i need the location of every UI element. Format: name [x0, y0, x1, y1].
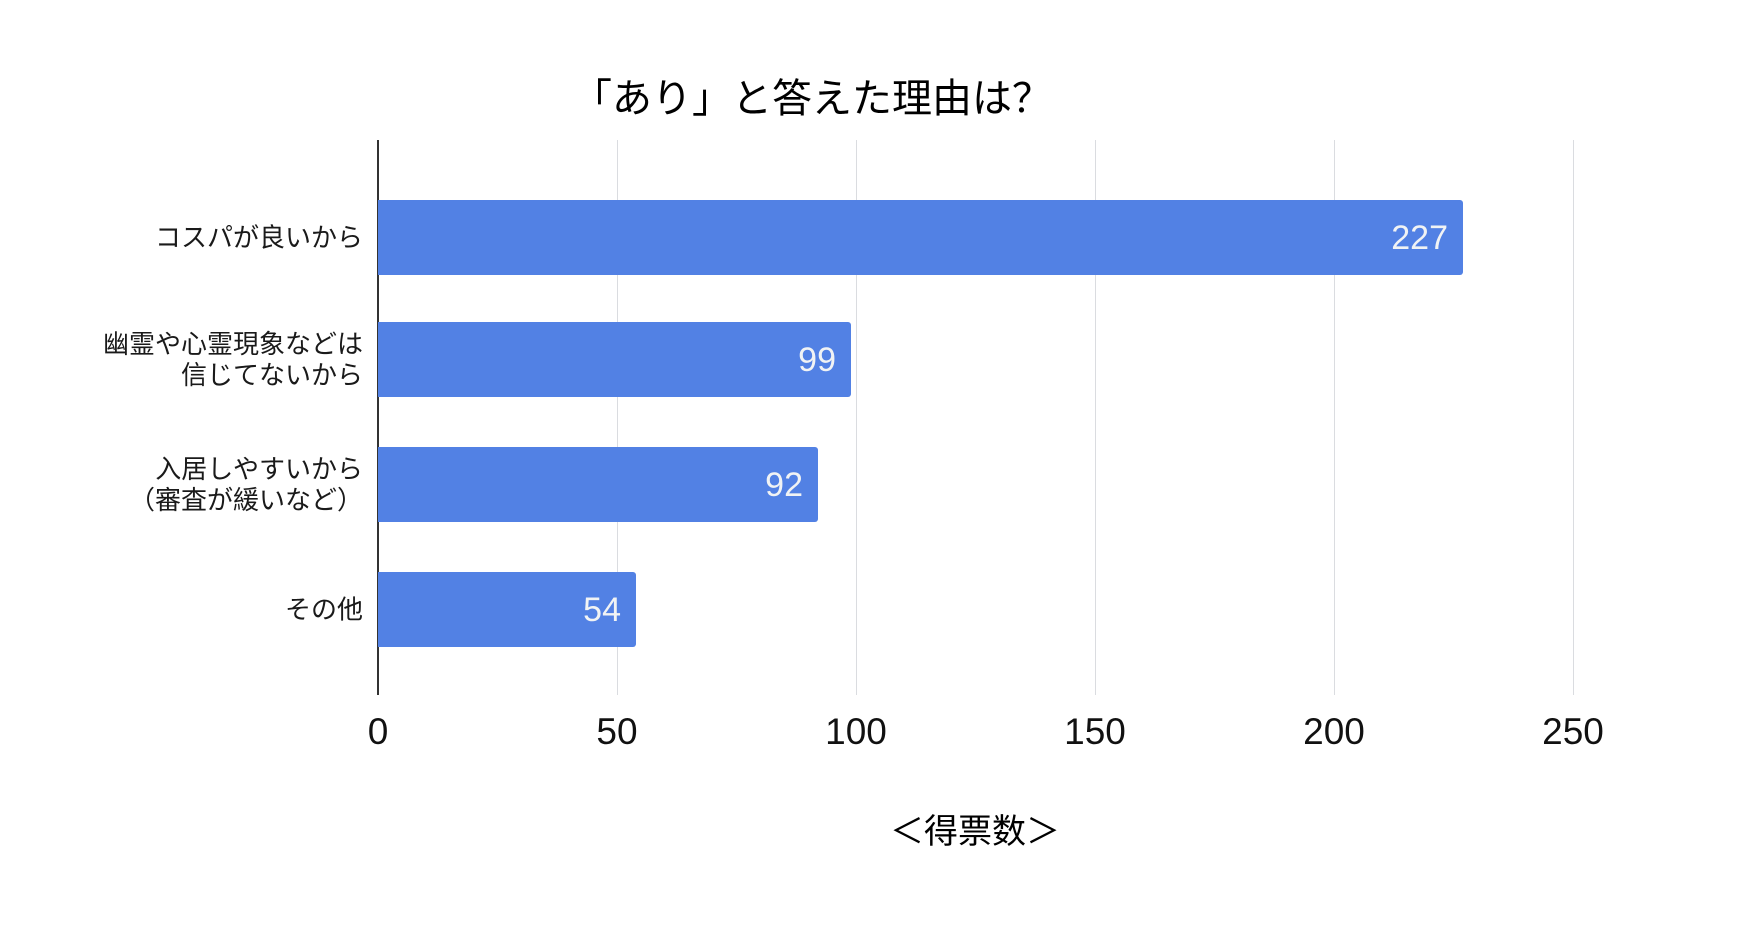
category-label: その他	[285, 594, 363, 625]
bar: 99	[378, 322, 851, 397]
x-tick-label: 50	[596, 711, 638, 752]
category-label-line: コスパが良いから	[154, 222, 363, 252]
x-tick-label: 150	[1064, 711, 1126, 752]
category-label: 幽霊や心霊現象などは 信じてないから	[103, 329, 363, 391]
plot-area: 227 99 92 54	[377, 140, 1574, 695]
chart-title: 「あり」と答えた理由は？	[572, 77, 1052, 121]
bar: 92	[378, 447, 818, 522]
bar-value-label: 92	[765, 465, 803, 504]
category-label-line: （審査が緩いなど）	[128, 484, 363, 515]
bar-value-label: 227	[1391, 218, 1448, 257]
bar: 54	[378, 572, 636, 647]
category-label: コスパが良いから	[155, 222, 363, 253]
category-label-line: 入居しやすいから	[155, 453, 363, 484]
x-axis-title: ＜得票数＞	[890, 813, 1060, 851]
x-tick-label: 100	[825, 711, 887, 752]
bar-value-label: 99	[798, 340, 836, 379]
x-tick-label: 0	[367, 711, 389, 752]
category-label-line: 幽霊や心霊現象などは	[102, 328, 363, 359]
category-label: 入居しやすいから （審査が緩いなど）	[129, 454, 363, 516]
bar: 227	[378, 200, 1463, 275]
y-axis-line	[377, 140, 379, 695]
gridline	[856, 140, 857, 695]
x-tick-label: 200	[1303, 711, 1365, 752]
category-label-line: 信じてないから	[180, 359, 363, 390]
gridline	[1095, 140, 1096, 695]
category-label-line: その他	[284, 594, 363, 624]
x-tick-label: 250	[1542, 711, 1604, 752]
gridline	[1573, 140, 1574, 695]
gridline	[617, 140, 618, 695]
gridline	[1334, 140, 1335, 695]
bar-value-label: 54	[583, 590, 621, 629]
